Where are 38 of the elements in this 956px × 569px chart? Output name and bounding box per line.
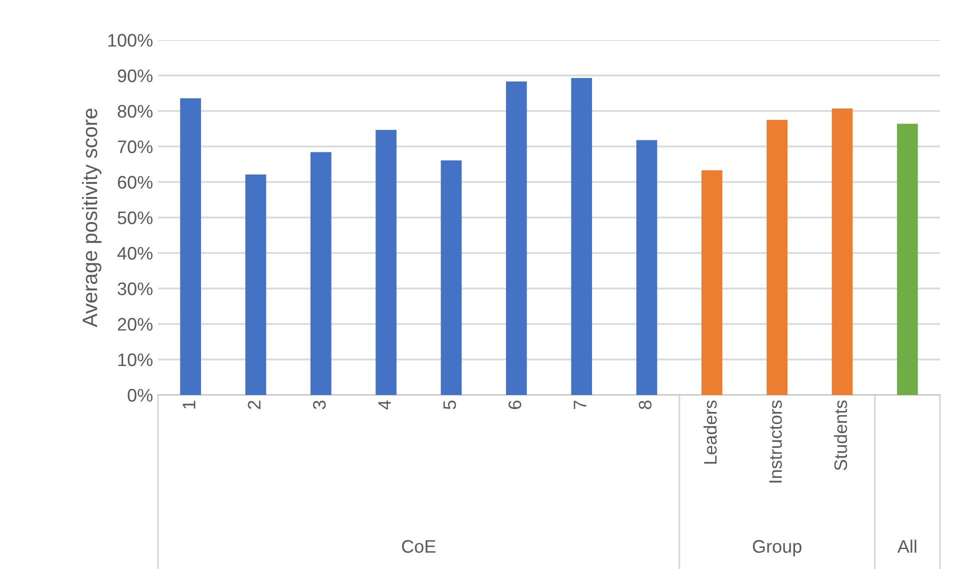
y-tick-label: 10% [118,353,152,366]
x-tick-label: 3 [312,400,326,410]
bar [896,124,918,395]
y-axis-title: Average positivity score [82,108,102,328]
y-tick-label: 40% [117,246,152,260]
y-tick-label: 60% [118,176,152,189]
y-tick-label: 30% [118,282,152,296]
bar [245,174,266,395]
bar [766,120,788,395]
bar [701,170,722,395]
x-tick-label: 8 [638,400,652,410]
x-tick-label: Leaders [704,400,717,464]
bar [832,108,853,395]
bar [440,160,462,395]
x-tick-label: 6 [508,400,522,409]
bar [571,78,592,395]
bar [310,152,332,395]
x-tick-label: 1 [182,400,196,409]
x-tick-label: 4 [378,400,391,410]
bar [180,98,202,395]
y-tick-label: 20% [118,318,152,331]
x-tick-label: Students [834,400,848,470]
x-tick-label: 2 [248,400,260,409]
x-tick-label: Instructors [769,400,782,482]
x-tick-label: 7 [574,400,586,409]
y-tick-label: 100% [108,34,152,47]
text: CoE [402,540,436,553]
y-tick-label: 50% [118,211,152,224]
x-tick-label: 5 [443,400,456,410]
bar [506,82,527,395]
text: All [897,540,916,553]
bar [636,140,658,395]
text: Group [752,540,802,556]
y-tick-label: 80% [118,104,152,118]
bar [376,130,397,395]
y-tick-label: 70% [118,140,152,154]
y-tick-label: 90% [118,69,152,82]
y-tick-label: 0% [128,388,152,402]
